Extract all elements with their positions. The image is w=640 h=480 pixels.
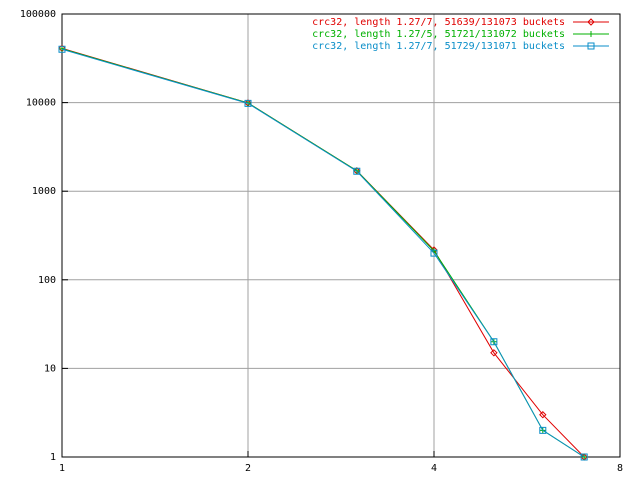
y-tick-label: 100 xyxy=(38,275,56,286)
x-tick-label: 2 xyxy=(245,463,251,474)
data-point xyxy=(490,338,498,346)
data-point xyxy=(59,45,65,52)
data-point xyxy=(353,167,361,175)
data-point xyxy=(430,249,438,257)
legend-label: crc32, length 1.27/7, 51729/131071 bucke… xyxy=(312,41,565,52)
x-tick-label: 1 xyxy=(59,463,65,474)
plot-frame xyxy=(61,13,621,458)
y-tick-label: 100000 xyxy=(20,9,56,20)
legend-marker xyxy=(587,42,595,50)
legend-marker xyxy=(588,31,594,37)
data-point xyxy=(539,426,547,434)
legend-label: crc32, length 1.27/5, 51721/131072 bucke… xyxy=(312,29,565,40)
data-point xyxy=(244,99,252,107)
y-tick-label: 10 xyxy=(44,363,56,374)
legend-marker xyxy=(587,18,595,26)
data-point xyxy=(58,45,66,53)
x-tick-label: 8 xyxy=(617,463,623,474)
data-point xyxy=(539,411,547,419)
y-tick-label: 10000 xyxy=(26,98,56,109)
x-tick-label: 4 xyxy=(431,463,437,474)
data-point xyxy=(490,349,498,357)
series-line xyxy=(61,48,585,458)
legend-label: crc32, length 1.27/7, 51639/131073 bucke… xyxy=(312,17,565,28)
y-tick-label: 1000 xyxy=(32,186,56,197)
data-point xyxy=(580,453,588,461)
y-tick-label: 1 xyxy=(50,452,56,463)
